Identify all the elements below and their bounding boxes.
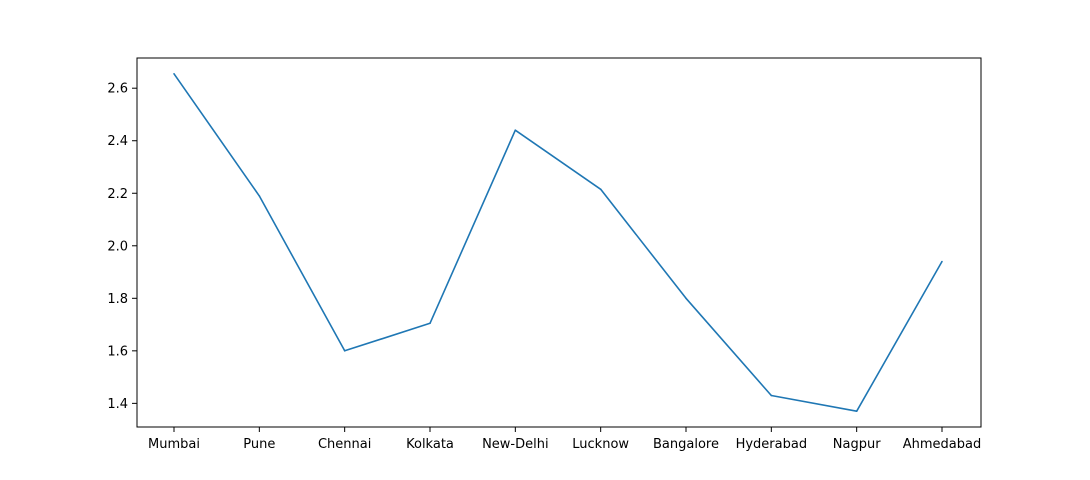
x-tick-label: Hyderabad	[736, 437, 808, 452]
data-point	[429, 322, 431, 325]
y-tick-label: 2.0	[107, 239, 128, 254]
y-tick-label: 1.4	[107, 397, 128, 412]
plot-area	[137, 58, 981, 427]
x-tick-label: Nagpur	[833, 437, 881, 452]
data-point	[941, 260, 943, 263]
y-tick-label: 2.4	[107, 134, 128, 149]
y-tick-label: 2.6	[107, 82, 128, 97]
y-axis: 1.4 1.6 1.8 2.0 2.2 2.4 2.6	[107, 82, 137, 412]
data-point	[173, 72, 175, 75]
data-point	[514, 129, 517, 132]
y-tick-label: 2.2	[107, 187, 128, 202]
series-line	[173, 73, 943, 413]
x-tick-label: Kolkata	[406, 437, 454, 452]
plot-frame	[136, 57, 982, 428]
y-tick-label: 1.8	[107, 292, 128, 307]
series-layer	[173, 72, 943, 413]
data-point	[599, 188, 602, 191]
data-point	[343, 350, 346, 352]
x-tick-label: Mumbai	[148, 437, 200, 452]
y-tick-label: 1.6	[107, 344, 128, 359]
data-point	[258, 195, 261, 197]
x-tick-label: Chennai	[318, 437, 371, 452]
x-tick-label: New-Delhi	[482, 437, 549, 452]
x-tick-label: Bangalore	[653, 437, 719, 452]
data-point	[685, 297, 687, 300]
x-tick-label: Pune	[243, 437, 275, 452]
x-axis: Mumbai Pune Chennai Kolkata New-Delhi Lucknow…	[148, 427, 981, 452]
data-point	[770, 394, 773, 397]
x-tick-label: Ahmedabad	[903, 437, 981, 452]
data-point	[855, 410, 858, 413]
x-tick-label: Lucknow	[572, 437, 629, 452]
